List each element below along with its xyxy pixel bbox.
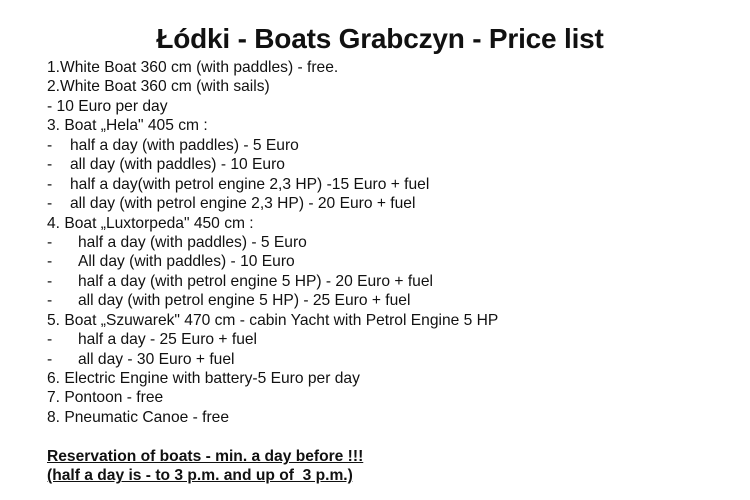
list-item: 1.White Boat 360 cm (with paddles) - fre…: [47, 59, 339, 76]
subitem-text: all day (with petrol engine 2,3 HP) - 20…: [70, 195, 416, 213]
list-item: 5. Boat „Szuwarek" 470 cm - cabin Yacht …: [47, 311, 499, 329]
subitem-text: all day - 30 Euro + fuel: [78, 350, 235, 368]
subitem-text: half a day (with paddles) - 5 Euro: [78, 233, 307, 251]
list-subitem: - All day (with paddles) - 10 Euro: [47, 252, 498, 271]
dash: -: [47, 175, 53, 193]
half-day-note: (half a day is - to 3 p.m. and up of 3 p…: [47, 467, 353, 485]
subitem-text: half a day (with paddles) - 5 Euro: [70, 136, 299, 154]
dash: -: [47, 253, 53, 271]
dash: -: [47, 272, 53, 290]
list-item: 2.White Boat 360 cm (with sails): [47, 78, 270, 96]
list-item: - 10 Euro per day: [47, 97, 168, 115]
subitem-text: half a day (with petrol engine 5 HP) - 2…: [78, 272, 433, 290]
subitem-text: All day (with paddles) - 10 Euro: [78, 253, 295, 271]
list-item: 7. Pontoon - free: [47, 389, 164, 407]
dash: -: [47, 136, 53, 154]
dash: -: [47, 156, 53, 174]
list-item: 3. Boat „Hela" 405 cm :: [47, 117, 208, 135]
subitem-text: half a day(with petrol engine 2,3 HP) -1…: [70, 175, 430, 193]
list-item: 6. Electric Engine with battery-5 Euro p…: [47, 370, 360, 387]
spacer: [47, 427, 498, 446]
list-item: 8. Pneumatic Canoe - free: [47, 408, 230, 426]
list-subitem: - all day (with petrol engine 5 HP) - 25 …: [47, 291, 498, 310]
list-subitem: - all day - 30 Euro + fuel: [47, 350, 498, 369]
subitem-text: half a day - 25 Euro + fuel: [78, 331, 258, 349]
dash: -: [47, 233, 53, 251]
list-item: 4. Boat „Luxtorpeda" 450 cm :: [47, 214, 254, 232]
price-list: 1.White Boat 360 cm (with paddles) - fre…: [47, 58, 498, 486]
list-subitem: - all day (with petrol engine 2,3 HP) - 2…: [47, 194, 498, 213]
list-subitem: - half a day (with paddles) - 5 Euro: [47, 136, 498, 155]
list-subitem: - half a day (with petrol engine 5 HP) - …: [47, 272, 498, 291]
subitem-text: all day (with petrol engine 5 HP) - 25 E…: [78, 292, 411, 310]
list-subitem: - half a day(with petrol engine 2,3 HP) -…: [47, 175, 498, 194]
page-title: Łódki - Boats Grabczyn - Price list: [156, 23, 604, 54]
dash: -: [47, 331, 53, 349]
list-subitem: - all day (with paddles) - 10 Euro: [47, 155, 498, 174]
dash: -: [47, 350, 53, 368]
dash: -: [47, 195, 53, 213]
subitem-text: all day (with paddles) - 10 Euro: [70, 156, 285, 174]
reservation-note: Reservation of boats - min. a day before…: [47, 447, 364, 465]
list-subitem: - half a day (with paddles) - 5 Euro: [47, 233, 498, 252]
dash: -: [47, 292, 53, 310]
list-subitem: - half a day - 25 Euro + fuel: [47, 330, 498, 349]
